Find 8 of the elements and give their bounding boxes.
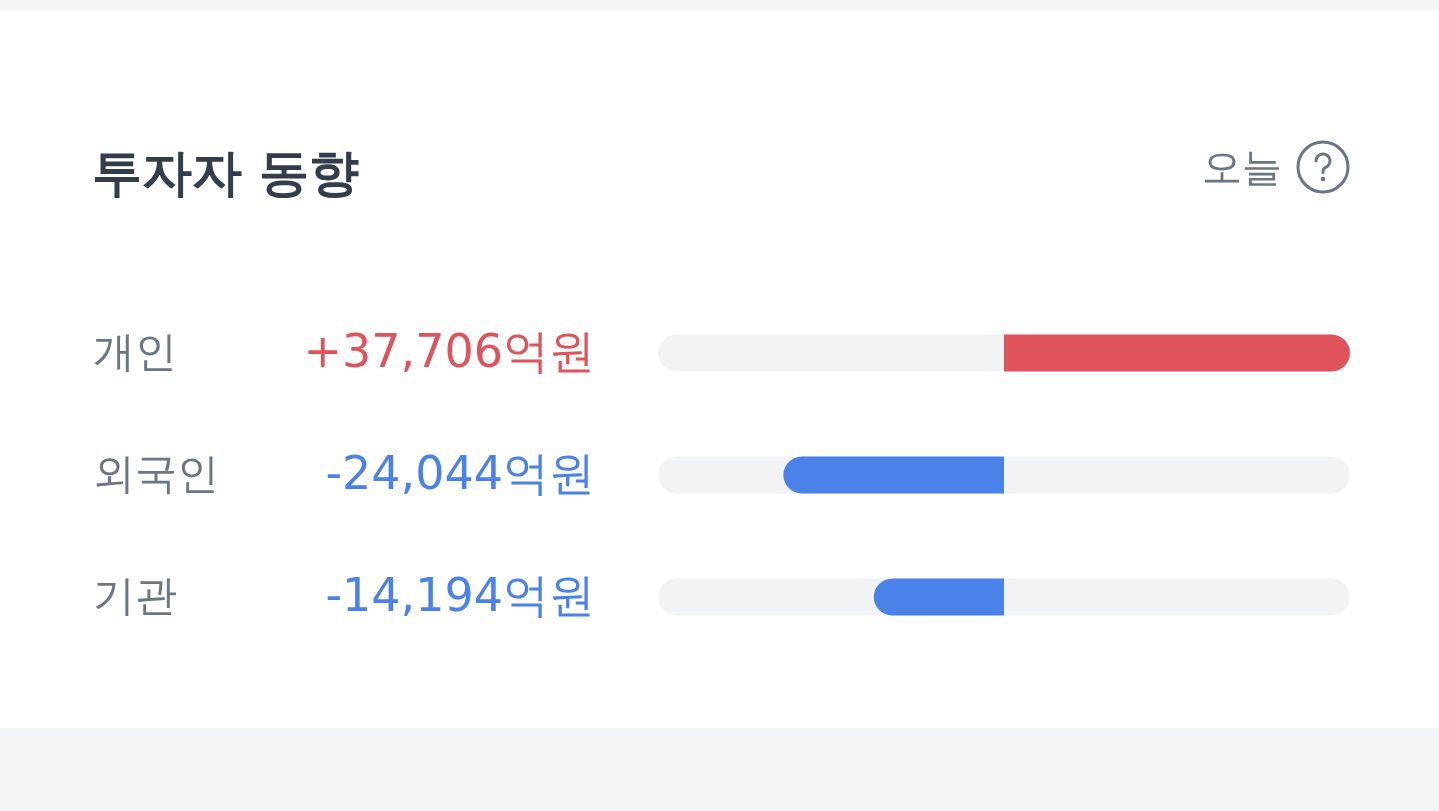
data-label: -14,194억원 <box>325 568 595 622</box>
y-tick-label: 외국인 <box>92 449 219 498</box>
text: 투자자 동향 <box>92 144 360 202</box>
y-tick-label: 개인 <box>92 327 177 376</box>
data-label: -24,044억원 <box>325 446 595 500</box>
data-label: +37,706억원 <box>303 324 595 378</box>
y-tick-label: 기관 <box>92 571 177 620</box>
chart-subtitle: 오늘 <box>1202 143 1282 192</box>
